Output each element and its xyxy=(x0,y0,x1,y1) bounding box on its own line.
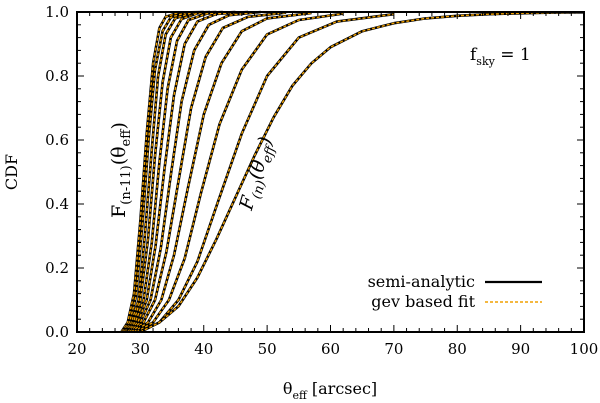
series-gev-fit-f-n-6 xyxy=(127,11,249,333)
series-gev-fit-f-n-4 xyxy=(131,11,287,333)
series-gev-fit-f-n-3 xyxy=(133,12,312,333)
series-gev-fit-f-n-1 xyxy=(138,13,394,333)
series-gev-fit-f-n-8 xyxy=(124,11,223,333)
x-tick-label: 30 xyxy=(131,340,150,358)
y-tick-label: 0.0 xyxy=(45,323,69,341)
label-f-n: F(n)(θeff) xyxy=(235,134,281,214)
ticks-layer: 20 30 40 50 60 70 80 90 100 0.0 0.2 0.4 0.6 0.8 1.0 xyxy=(45,3,598,358)
x-tick-label: 40 xyxy=(194,340,213,358)
y-tick-label: 1.0 xyxy=(45,3,69,21)
x-tick-label: 100 xyxy=(570,340,599,358)
x-tick-label: 50 xyxy=(258,340,277,358)
series-layer xyxy=(120,10,585,334)
y-tick-label: 0.2 xyxy=(45,259,69,277)
x-axis-label: θeff [arcsec] xyxy=(283,379,377,402)
x-tick-label: 70 xyxy=(384,340,403,358)
series-gev-fit-f-n-7 xyxy=(125,11,236,333)
series-gev-fit-f-n-5 xyxy=(129,11,261,333)
series-gev-fit-f-n xyxy=(140,11,585,333)
y-axis-label: CDF xyxy=(2,154,21,190)
label-f-n-minus-11: F(n-11)(θeff) xyxy=(108,122,134,218)
legend-label-semi-analytic: semi-analytic xyxy=(368,272,475,291)
series-semi-analytic-f-n-9 xyxy=(122,10,217,333)
y-tick-label: 0.4 xyxy=(45,195,69,213)
x-tick-label: 90 xyxy=(511,340,530,358)
series-gev-fit-f-n-10 xyxy=(122,11,211,333)
y-tick-label: 0.6 xyxy=(45,131,69,149)
fsky-annotation: fsky = 1 xyxy=(470,45,531,68)
x-tick-label: 60 xyxy=(321,340,340,358)
legend: semi-analytic gev based fit xyxy=(368,272,542,311)
y-tick-label: 0.8 xyxy=(45,67,69,85)
series-gev-fit-f-n-2 xyxy=(136,12,344,333)
x-tick-label: 80 xyxy=(448,340,467,358)
legend-label-gev-fit: gev based fit xyxy=(371,292,475,311)
x-tick-label: 20 xyxy=(67,340,86,358)
series-gev-fit-f-n-11 xyxy=(120,11,204,333)
